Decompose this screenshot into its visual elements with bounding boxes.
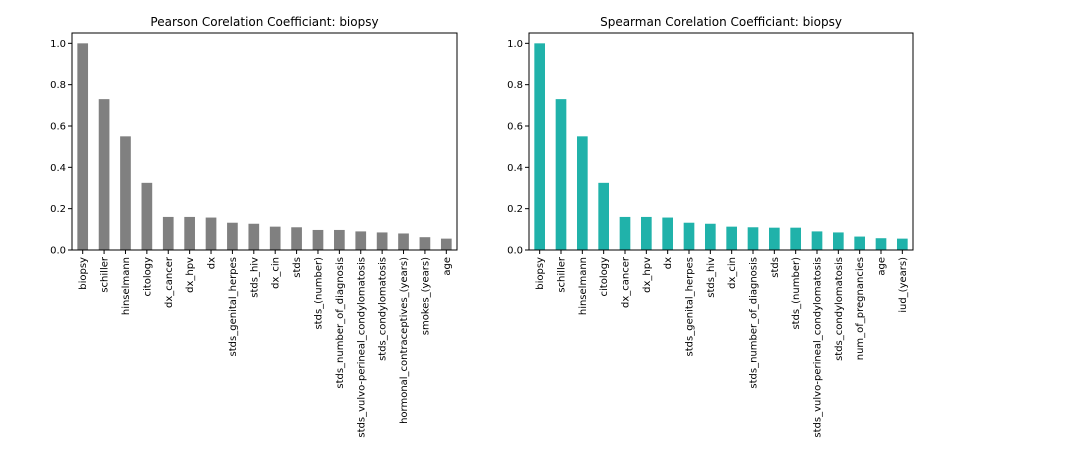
bar-hinselmann: [120, 136, 131, 250]
bar-age: [875, 238, 887, 250]
bar-dx_cancer: [162, 216, 174, 250]
x-tick-label: dx_cancer: [621, 256, 632, 308]
x-tick-label: biopsy: [78, 257, 89, 290]
y-tick-label: 0.8: [507, 80, 523, 91]
bar-smokes_(years): [419, 237, 431, 250]
bar-citology: [598, 182, 609, 250]
y-tick-label: 0.4: [50, 163, 66, 174]
spearman-chart: Spearman Corelation Coefficiant: biopsy 0…: [507, 15, 914, 438]
bar-hinselmann: [577, 136, 588, 250]
x-tick-label: dx_cin: [271, 257, 282, 289]
bar-stds: [769, 227, 780, 250]
x-tick-label: citology: [142, 257, 153, 297]
y-tick-label: 1.0: [50, 39, 66, 50]
x-tick-label: stds_condylomatosis: [378, 257, 389, 361]
x-tick-label: stds_(number): [313, 257, 324, 330]
bar-biopsy: [77, 43, 89, 251]
bar-num_of_pregnancies: [854, 236, 865, 250]
bar-stds_hiv: [705, 223, 716, 250]
bar-stds_(number): [790, 227, 801, 250]
bar-stds: [291, 227, 302, 250]
bar-stds_genital_herpes: [683, 222, 695, 250]
x-tick-label: dx_hpv: [642, 257, 653, 293]
x-tick-label: iud_(years): [898, 257, 909, 313]
bar-dx_cancer: [619, 216, 631, 250]
x-tick-label: stds_number_of_diagnosis: [335, 257, 346, 389]
y-tick-label: 0.2: [50, 204, 66, 215]
bar-stds_condylomatosis: [376, 232, 388, 250]
x-tick-label: num_of_pregnancies: [855, 257, 866, 360]
bar-stds_number_of_diagnosis: [334, 229, 345, 250]
x-tick-label: hinselmann: [578, 257, 589, 315]
bar-biopsy: [534, 43, 545, 251]
bar-stds_vulvo-perineal_condylomatosis: [355, 231, 367, 250]
y-tick-label: 1.0: [507, 39, 523, 50]
y-tick-label: 0.8: [50, 80, 66, 91]
x-tick-label: dx_cancer: [164, 256, 175, 308]
x-tick-label: citology: [599, 257, 610, 297]
x-tick-label: age: [877, 257, 888, 276]
x-tick-label: hinselmann: [121, 257, 132, 315]
x-tick-label: hormonal_contraceptives_(years): [399, 257, 410, 424]
x-tick-label: dx: [207, 257, 218, 269]
x-tick-label: smokes_(years): [420, 257, 431, 335]
y-tick-label: 0.0: [507, 246, 523, 257]
x-tick-label: biopsy: [535, 257, 546, 290]
x-tick-label: stds_hiv: [706, 257, 717, 298]
x-tick-label: stds_genital_herpes: [228, 257, 239, 356]
y-tick-label: 0.0: [50, 246, 66, 257]
x-tick-label: stds_number_of_diagnosis: [749, 257, 760, 389]
pearson-chart: Pearson Corelation Coefficiant: biopsy 0.…: [50, 15, 458, 438]
x-tick-label: stds: [292, 257, 303, 278]
bar-citology: [141, 182, 153, 250]
bar-dx: [662, 217, 673, 250]
bar-dx_cin: [269, 226, 281, 250]
bar-dx_hpv: [184, 216, 195, 250]
bar-dx: [205, 217, 217, 250]
axes-frame: [71, 32, 458, 251]
y-tick-label: 0.6: [507, 122, 523, 133]
chart-title: Pearson Corelation Coefficiant: biopsy: [150, 15, 378, 29]
chart-title: Spearman Corelation Coefficiant: biopsy: [600, 15, 842, 29]
y-tick-label: 0.4: [507, 163, 523, 174]
x-tick-label: stds_hiv: [249, 257, 260, 298]
bar-stds_number_of_diagnosis: [747, 227, 759, 250]
bar-stds_vulvo-perineal_condylomatosis: [811, 231, 823, 250]
axes-frame: [528, 32, 914, 251]
bar-stds_condylomatosis: [833, 232, 844, 250]
bar-schiller: [555, 99, 567, 250]
x-tick-label: dx: [663, 257, 674, 269]
bar-schiller: [98, 99, 110, 250]
x-tick-label: stds_vulvo-perineal_condylomatosis: [813, 257, 824, 438]
y-tick-label: 0.2: [507, 204, 523, 215]
bar-dx_cin: [726, 226, 737, 250]
bar-stds_genital_herpes: [227, 222, 238, 250]
x-tick-label: stds_genital_herpes: [685, 257, 696, 356]
y-tick-label: 0.6: [50, 122, 66, 133]
x-tick-label: dx_hpv: [185, 257, 196, 293]
x-tick-label: stds_condylomatosis: [834, 257, 845, 361]
bar-hormonal_contraceptives_(years): [398, 233, 409, 250]
bar-age: [440, 238, 452, 250]
x-tick-label: stds: [770, 257, 781, 278]
bar-iud_(years): [897, 238, 908, 250]
x-tick-label: schiller: [100, 256, 111, 293]
bar-stds_hiv: [248, 223, 260, 250]
x-tick-label: schiller: [557, 256, 568, 293]
bar-dx_hpv: [641, 216, 652, 250]
x-tick-label: stds_(number): [791, 257, 802, 330]
x-tick-label: stds_vulvo-perineal_condylomatosis: [356, 257, 367, 438]
x-tick-label: age: [442, 257, 453, 276]
x-tick-label: dx_cin: [727, 257, 738, 289]
bar-stds_(number): [312, 229, 324, 250]
